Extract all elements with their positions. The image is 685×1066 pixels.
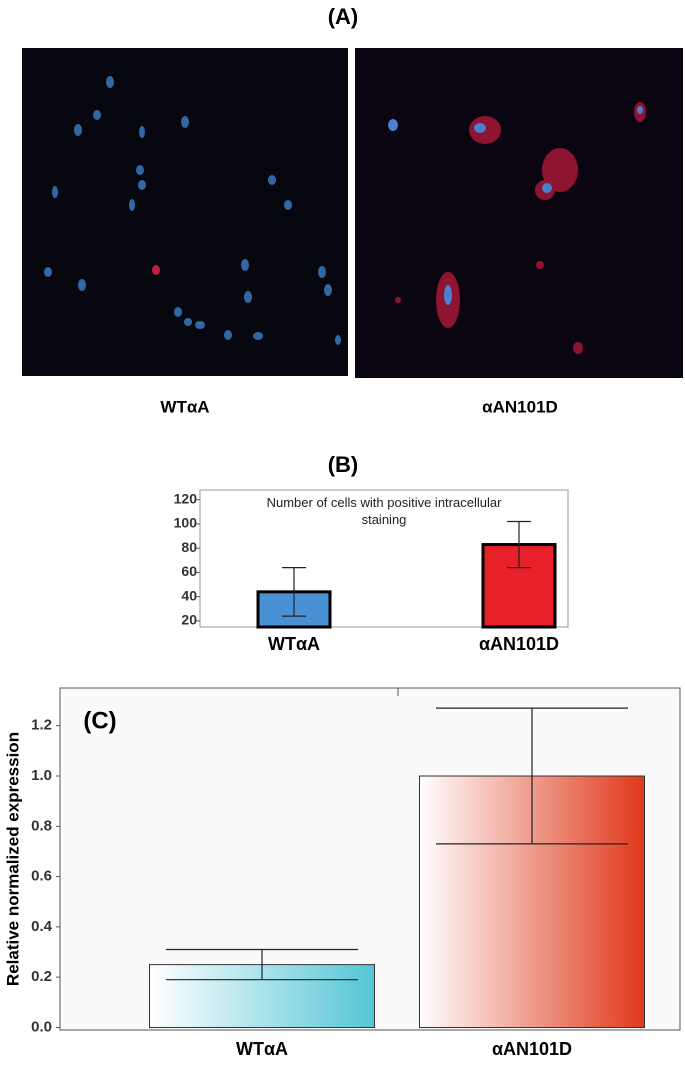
error-bar bbox=[507, 520, 531, 569]
y-tick-label: 0.2 bbox=[31, 968, 52, 985]
panel-label: (B) bbox=[328, 452, 359, 477]
image-caption: WTαA bbox=[160, 397, 209, 416]
x-tick-label: αAN101D bbox=[492, 1039, 572, 1059]
chart-title: Number of cells with positive intracellu… bbox=[266, 495, 502, 527]
y-tick-label: 60 bbox=[181, 563, 197, 579]
y-tick-label: 40 bbox=[181, 587, 197, 603]
y-tick-label: 0.6 bbox=[31, 868, 52, 885]
x-tick-label: αAN101D bbox=[479, 634, 559, 654]
micrograph bbox=[22, 48, 348, 376]
y-tick-label: 20 bbox=[181, 612, 197, 628]
y-tick-label: 1.2 bbox=[31, 717, 52, 734]
y-tick-label: 1.0 bbox=[31, 767, 52, 784]
chart-title-box: Number of cells with positive intracellu… bbox=[266, 495, 502, 527]
y-tick-label: 80 bbox=[181, 539, 197, 555]
y-tick-label: 100 bbox=[174, 515, 198, 531]
y-tick-label: 0.0 bbox=[31, 1018, 52, 1035]
x-tick-label: WTαA bbox=[236, 1039, 288, 1059]
error-bar bbox=[436, 707, 628, 845]
y-axis-label: Relative normalized expression bbox=[3, 732, 22, 986]
y-tick-label: 0.8 bbox=[31, 817, 52, 834]
error-bar bbox=[166, 948, 358, 981]
error-bar bbox=[282, 566, 306, 617]
image-caption: αAN101D bbox=[482, 397, 558, 416]
y-tick-label: 120 bbox=[174, 490, 198, 506]
panel-label: (C) bbox=[83, 707, 116, 734]
y-tick-label: 0.4 bbox=[31, 918, 53, 935]
micrograph bbox=[355, 48, 683, 378]
panel-label: (A) bbox=[328, 4, 359, 29]
x-tick-label: WTαA bbox=[268, 634, 320, 654]
